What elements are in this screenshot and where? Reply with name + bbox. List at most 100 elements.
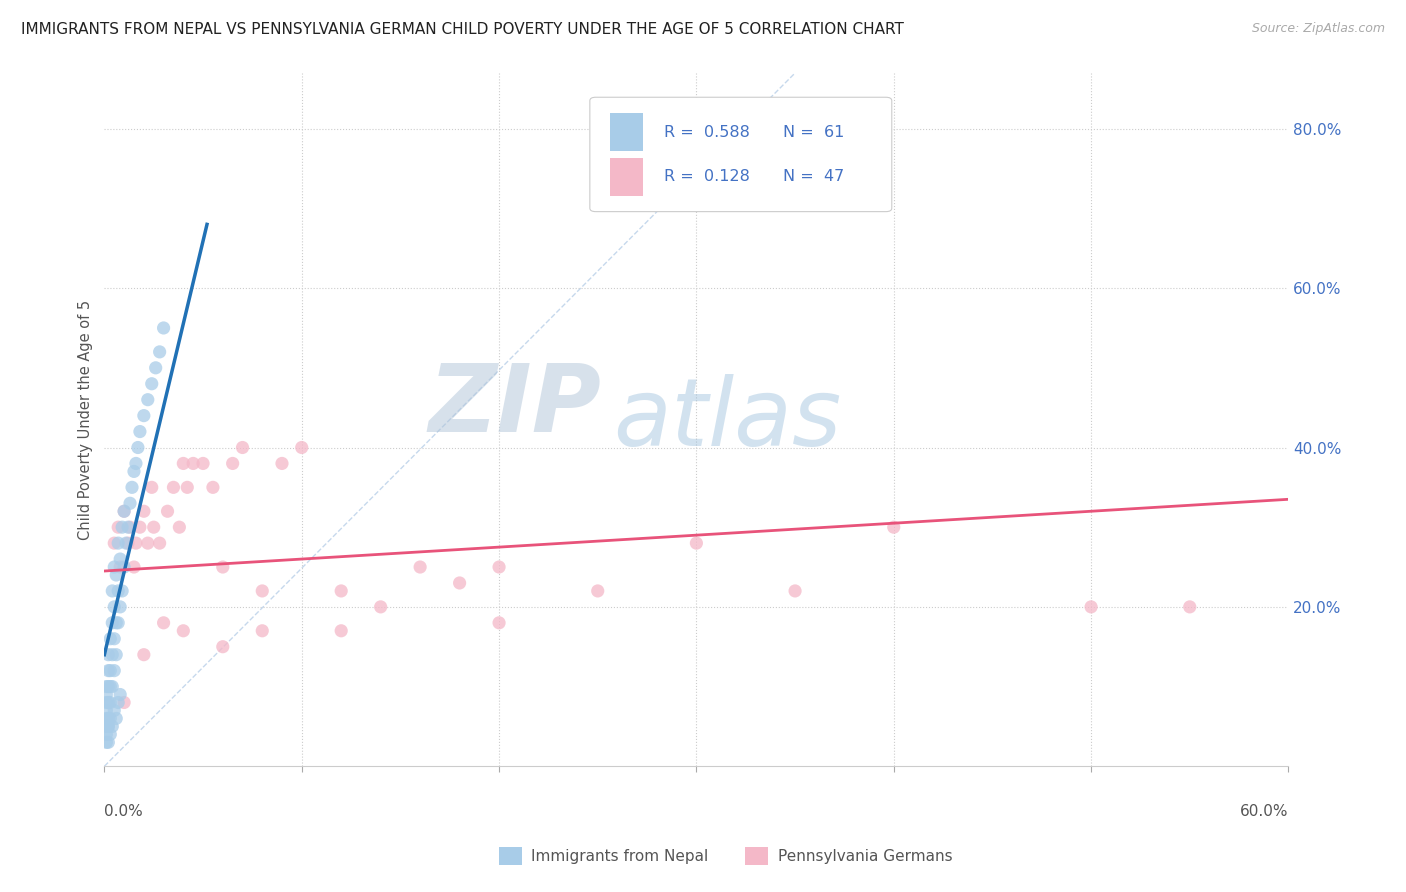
- Text: N =  61: N = 61: [783, 125, 844, 140]
- Point: [132, 409, 155, 423]
- Point: [108, 599, 131, 614]
- Point: [149, 344, 172, 359]
- Text: 60.0%: 60.0%: [1240, 805, 1288, 820]
- Point: [103, 703, 125, 717]
- Point: [103, 664, 125, 678]
- Point: [118, 496, 141, 510]
- Point: [162, 480, 184, 494]
- Point: [98, 632, 121, 646]
- Point: [101, 615, 124, 630]
- Point: [108, 560, 131, 574]
- Point: [221, 457, 243, 471]
- Point: [1080, 599, 1102, 614]
- Point: [96, 727, 118, 741]
- Point: [169, 520, 191, 534]
- Point: [103, 560, 125, 574]
- Point: [883, 520, 905, 534]
- Point: [101, 583, 124, 598]
- Text: N =  47: N = 47: [783, 169, 844, 184]
- Point: [211, 640, 233, 654]
- Point: [449, 576, 471, 591]
- Point: [271, 457, 294, 471]
- Point: [111, 520, 134, 534]
- Point: [105, 568, 128, 582]
- Point: [1178, 599, 1201, 614]
- Point: [149, 536, 172, 550]
- Point: [101, 719, 124, 733]
- Point: [96, 703, 118, 717]
- Point: [291, 441, 314, 455]
- Point: [176, 480, 198, 494]
- Point: [108, 552, 131, 566]
- Point: [112, 504, 135, 518]
- Point: [103, 632, 125, 646]
- Point: [156, 504, 179, 518]
- Point: [252, 624, 274, 638]
- Point: [96, 688, 118, 702]
- Text: IMMIGRANTS FROM NEPAL VS PENNSYLVANIA GERMAN CHILD POVERTY UNDER THE AGE OF 5 CO: IMMIGRANTS FROM NEPAL VS PENNSYLVANIA GE…: [21, 22, 904, 37]
- Text: R =  0.588: R = 0.588: [665, 125, 751, 140]
- FancyBboxPatch shape: [610, 158, 643, 195]
- Point: [117, 536, 139, 550]
- Point: [98, 727, 121, 741]
- Point: [97, 664, 120, 678]
- Point: [101, 648, 124, 662]
- Y-axis label: Child Poverty Under the Age of 5: Child Poverty Under the Age of 5: [79, 300, 93, 540]
- Point: [127, 441, 149, 455]
- Point: [96, 696, 118, 710]
- Text: ZIP: ZIP: [429, 359, 602, 451]
- Point: [101, 680, 124, 694]
- Point: [107, 696, 129, 710]
- Point: [103, 599, 125, 614]
- Point: [136, 536, 159, 550]
- Point: [107, 583, 129, 598]
- Point: [125, 457, 148, 471]
- Point: [141, 480, 163, 494]
- Point: [107, 520, 129, 534]
- Point: [112, 560, 135, 574]
- Point: [152, 615, 174, 630]
- Point: [117, 520, 139, 534]
- FancyBboxPatch shape: [610, 113, 643, 152]
- Point: [112, 696, 135, 710]
- Text: R =  0.128: R = 0.128: [665, 169, 751, 184]
- Point: [586, 583, 609, 598]
- Point: [97, 680, 120, 694]
- Point: [97, 719, 120, 733]
- Point: [211, 560, 233, 574]
- Point: [142, 520, 165, 534]
- Point: [330, 624, 353, 638]
- Point: [122, 560, 145, 574]
- Point: [152, 321, 174, 335]
- Point: [488, 560, 510, 574]
- Point: [145, 360, 167, 375]
- Point: [125, 536, 148, 550]
- Point: [96, 680, 118, 694]
- Point: [98, 711, 121, 725]
- Point: [330, 583, 353, 598]
- Point: [97, 696, 120, 710]
- Point: [96, 711, 118, 725]
- Point: [98, 680, 121, 694]
- Point: [172, 457, 194, 471]
- Point: [191, 457, 214, 471]
- Point: [129, 520, 152, 534]
- Text: Pennsylvania Germans: Pennsylvania Germans: [778, 849, 952, 863]
- Point: [105, 711, 128, 725]
- Point: [97, 735, 120, 749]
- Point: [105, 615, 128, 630]
- Point: [112, 504, 135, 518]
- Point: [121, 480, 143, 494]
- Point: [409, 560, 432, 574]
- Point: [105, 648, 128, 662]
- Point: [97, 719, 120, 733]
- Point: [129, 425, 152, 439]
- Point: [136, 392, 159, 407]
- Point: [181, 457, 204, 471]
- Point: [108, 688, 131, 702]
- Point: [783, 583, 806, 598]
- Point: [115, 536, 138, 550]
- Point: [132, 504, 155, 518]
- Text: Immigrants from Nepal: Immigrants from Nepal: [531, 849, 709, 863]
- Point: [111, 583, 134, 598]
